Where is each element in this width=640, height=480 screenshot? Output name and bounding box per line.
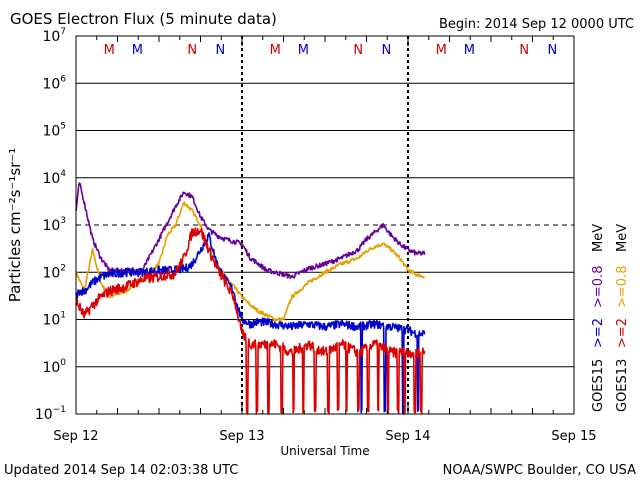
legend-entry: >=2 (591, 318, 606, 348)
series-line (75, 201, 426, 323)
grid-lines (76, 35, 574, 415)
x-axis-label: Universal Time (280, 444, 369, 458)
marker-m: M (464, 43, 475, 58)
day-boundaries (241, 36, 409, 414)
updated-text: Updated 2014 Sep 14 02:03:38 UTC (4, 463, 238, 478)
marker-n: N (187, 43, 197, 58)
marker-n: N (519, 43, 529, 58)
marker-m: M (298, 43, 309, 58)
series-line (75, 227, 426, 415)
y-tick-label: 100 (42, 358, 66, 376)
x-tick-label: Sep 15 (551, 429, 596, 444)
y-tick-label: 101 (42, 311, 66, 329)
legend-entry: >=2 (615, 318, 630, 348)
legend-entry: GOES15 (591, 359, 606, 412)
x-axis-ticks: Sep 12 Sep 13 Sep 14 Sep 15 (53, 36, 597, 444)
legend-entry: GOES13 (615, 359, 630, 412)
chart-title: GOES Electron Flux (5 minute data) (10, 10, 277, 28)
marker-n: N (548, 43, 558, 58)
credit-text: NOAA/SWPC Boulder, CO USA (443, 463, 636, 478)
y-tick-label: 105 (42, 122, 66, 140)
series-lines (75, 182, 426, 415)
y-tick-label: 103 (42, 216, 66, 234)
marker-n: N (216, 43, 226, 58)
y-tick-label: 107 (42, 27, 66, 45)
y-tick-label: 102 (42, 263, 66, 281)
marker-n: N (382, 43, 392, 58)
legend: GOES15 >=2 >=0.8 MeV GOES13 >=2 >=0.8 MeV (591, 224, 630, 412)
marker-m: M (270, 43, 281, 58)
legend-entry: >=0.8 (615, 266, 630, 308)
y-axis-ticks: 10−1 100 101 102 103 104 105 106 107 (35, 27, 66, 423)
x-tick-label: Sep 12 (53, 429, 98, 444)
series-line (75, 182, 426, 280)
x-tick-label: Sep 13 (219, 429, 264, 444)
legend-entry: >=0.8 (591, 266, 606, 308)
legend-unit: MeV (591, 224, 606, 252)
y-tick-label: 104 (42, 169, 66, 187)
y-tick-label: 106 (42, 74, 66, 92)
series-line (75, 232, 426, 415)
begin-label: Begin: 2014 Sep 12 0000 UTC (439, 17, 634, 32)
legend-unit: MeV (615, 224, 630, 252)
x-tick-label: Sep 14 (385, 429, 430, 444)
marker-m: M (436, 43, 447, 58)
y-axis-label: Particles cm⁻²s⁻¹sr⁻¹ (6, 148, 24, 302)
marker-m: M (104, 43, 115, 58)
marker-n: N (353, 43, 363, 58)
y-tick-label: 10−1 (35, 405, 66, 423)
marker-m: M (132, 43, 143, 58)
